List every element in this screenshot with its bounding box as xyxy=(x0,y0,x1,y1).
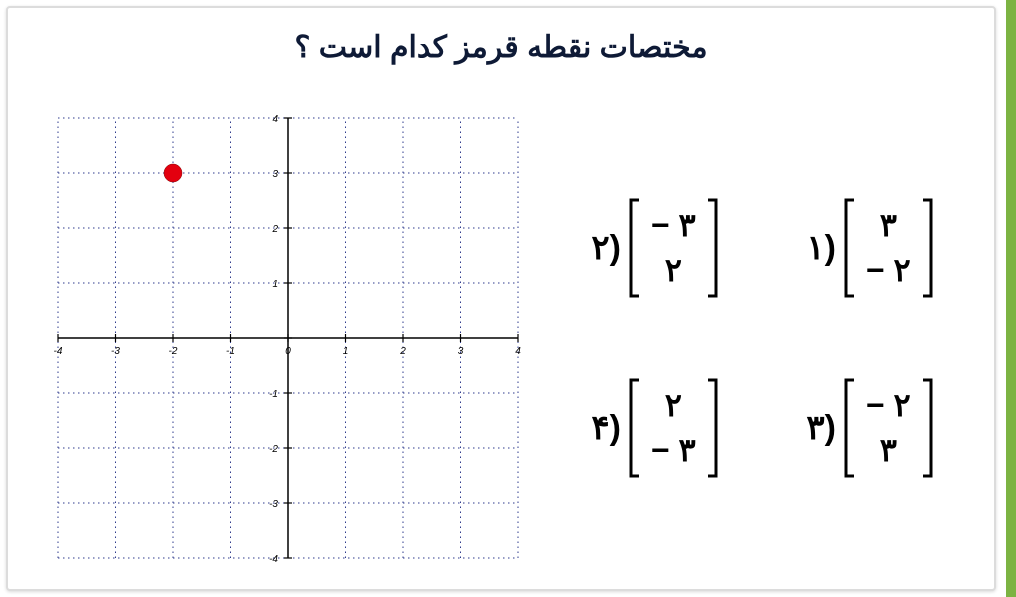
vector-values: ۲− ۳ xyxy=(641,378,706,478)
column-vector: − ۳۲ xyxy=(627,198,720,298)
svg-text:1: 1 xyxy=(343,346,349,357)
question-card: مختصات نقطه قرمز کدام است ؟ -4 -3 -2 -1 0 1 2 3… xyxy=(6,6,996,591)
bracket-open-icon xyxy=(842,198,856,298)
svg-text:0: 0 xyxy=(285,346,291,357)
options-grid: ۱)۳− ۲۲)− ۳۲۳)− ۲۳۴)۲− ۳ xyxy=(548,158,978,518)
bracket-open-icon xyxy=(627,198,641,298)
option-4[interactable]: ۴)۲− ۳ xyxy=(591,378,719,478)
option-label: ۱) xyxy=(806,228,836,268)
accent-stripe xyxy=(1006,0,1016,597)
option-3[interactable]: ۳)− ۲۳ xyxy=(806,378,934,478)
option-label: ۴) xyxy=(591,408,621,448)
option-label: ۳) xyxy=(806,408,836,448)
bracket-close-icon xyxy=(706,198,720,298)
bracket-open-icon xyxy=(842,378,856,478)
svg-text:2: 2 xyxy=(399,346,406,357)
red-point xyxy=(164,164,182,182)
coordinate-grid: -4 -3 -2 -1 0 1 2 3 4 -4 -3 -2 -1 1 2 3 4 xyxy=(38,108,538,568)
option-1[interactable]: ۱)۳− ۲ xyxy=(806,198,934,298)
svg-text:-3: -3 xyxy=(111,346,120,357)
svg-text:-1: -1 xyxy=(269,389,278,400)
svg-text:2: 2 xyxy=(271,224,278,235)
bracket-close-icon xyxy=(921,378,935,478)
column-vector: ۲− ۳ xyxy=(627,378,720,478)
vector-values: − ۲۳ xyxy=(856,378,921,478)
svg-text:4: 4 xyxy=(515,346,521,357)
question-title: مختصات نقطه قرمز کدام است ؟ xyxy=(8,30,994,65)
bracket-open-icon xyxy=(627,378,641,478)
svg-text:4: 4 xyxy=(272,114,278,125)
vector-top: ۳ xyxy=(880,208,897,243)
option-2[interactable]: ۲)− ۳۲ xyxy=(591,198,719,298)
svg-text:-2: -2 xyxy=(269,444,278,455)
column-vector: − ۲۳ xyxy=(842,378,935,478)
vector-top: ۲ xyxy=(665,388,682,423)
bracket-close-icon xyxy=(921,198,935,298)
svg-text:3: 3 xyxy=(272,169,278,180)
column-vector: ۳− ۲ xyxy=(842,198,935,298)
vector-bottom: − ۲ xyxy=(866,253,911,288)
svg-text:-4: -4 xyxy=(269,554,278,565)
page-root: مختصات نقطه قرمز کدام است ؟ -4 -3 -2 -1 0 1 2 3… xyxy=(0,0,1016,597)
svg-text:3: 3 xyxy=(458,346,464,357)
option-label: ۲) xyxy=(591,228,621,268)
vector-bottom: ۳ xyxy=(880,433,897,468)
svg-text:-3: -3 xyxy=(269,499,278,510)
svg-text:-2: -2 xyxy=(169,346,178,357)
vector-top: − ۲ xyxy=(866,388,911,423)
vector-values: − ۳۲ xyxy=(641,198,706,298)
svg-text:1: 1 xyxy=(272,279,278,290)
vector-top: − ۳ xyxy=(651,208,696,243)
vector-bottom: − ۳ xyxy=(651,433,696,468)
vector-bottom: ۲ xyxy=(665,253,682,288)
vector-values: ۳− ۲ xyxy=(856,198,921,298)
bracket-close-icon xyxy=(706,378,720,478)
svg-text:-1: -1 xyxy=(226,346,235,357)
svg-text:-4: -4 xyxy=(54,346,63,357)
